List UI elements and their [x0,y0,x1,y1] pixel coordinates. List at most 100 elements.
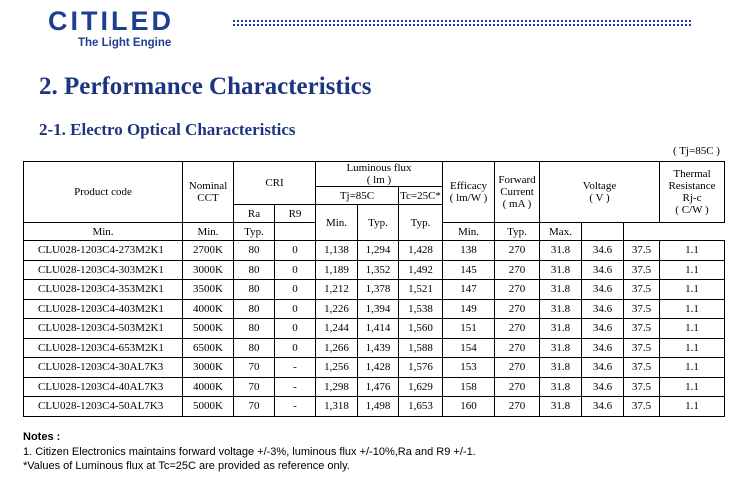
product-code-cell: CLU028-1203C4-403M2K1 [23,298,183,319]
table-cell: 270 [494,259,540,280]
brand-tagline: The Light Engine [78,37,172,49]
table-cell: 1,298 [315,376,358,397]
table-cell: 158 [442,376,495,397]
table-cell: 1,414 [357,318,399,339]
table-cell: 270 [494,279,540,300]
table-cell: 147 [442,279,495,300]
header-tj85: Tj=85C [315,186,399,205]
header-flux-typ: Typ. [357,204,399,241]
table-cell: 0 [274,259,316,280]
table-cell: 34.6 [581,240,624,261]
table-cell: - [274,357,316,378]
table-cell: 31.8 [539,318,582,339]
table-cell: 37.5 [623,318,660,339]
table-cell: 1,352 [357,259,399,280]
product-code-cell: CLU028-1203C4-653M2K1 [23,337,183,358]
table-cell: 1,394 [357,298,399,319]
product-code-cell: CLU028-1203C4-353M2K1 [23,279,183,300]
table-cell: 31.8 [539,396,582,417]
table-cell: 3000K [182,357,234,378]
table-cell: 0 [274,298,316,319]
header-voltage-max: Max. [539,222,582,241]
table-cell: 34.6 [581,357,624,378]
note-item: *Values of Luminous flux at Tc=25C are p… [23,460,350,472]
electro-optical-table: Product code Nominal CCT CRI Luminous fl… [23,161,725,417]
table-cell: 37.5 [623,376,660,397]
table-row: CLU028-1203C4-30AL7K3 3000K 70-1,256 1,428 1… [23,357,725,378]
table-cell: 37.5 [623,240,660,261]
table-cell: 153 [442,357,495,378]
table-row: CLU028-1203C4-40AL7K3 4000K 70-1,298 1,476 1… [23,376,725,397]
table-row: CLU028-1203C4-403M2K1 4000K 80 0 1,226 1,394 1… [23,298,725,319]
section-title: 2-1. Electro Optical Characteristics [39,120,296,139]
table-cell: 1,378 [357,279,399,300]
table-cell: 4000K [182,298,234,319]
table-cell: 1.1 [659,298,725,319]
header-flux-min: Min. [315,204,358,241]
condition-note: ( Tj=85C ) [673,145,720,157]
table-cell: 1,521 [398,279,443,300]
header-voltage: Voltage ( V ) [539,161,660,223]
table-cell: 1,439 [357,337,399,358]
dotted-header-rule [232,19,693,27]
table-cell: 1.1 [659,396,725,417]
header-forward-current: Forward Current ( mA ) [494,161,540,223]
table-cell: 1,266 [315,337,358,358]
table-cell: 34.6 [581,279,624,300]
brand-name: CITILED [48,6,174,36]
table-cell: 270 [494,357,540,378]
table-cell: 34.6 [581,337,624,358]
table-cell: 31.8 [539,279,582,300]
table-cell: 1,428 [398,240,443,261]
product-code-cell: CLU028-1203C4-273M2K1 [23,240,183,261]
table-cell: 138 [442,240,495,261]
table-cell: 70 [233,396,275,417]
table-cell: 37.5 [623,357,660,378]
table-cell: 3000K [182,259,234,280]
table-cell: 1,560 [398,318,443,339]
table-cell: 1,138 [315,240,358,261]
header-r9: R9 [274,204,316,223]
table-cell: 1,576 [398,357,443,378]
table-cell: 1,318 [315,396,358,417]
table-cell: 37.5 [623,259,660,280]
table-cell: 151 [442,318,495,339]
header-voltage-typ: Typ. [494,222,540,241]
table-cell: 1,629 [398,376,443,397]
header-tc25-typ: Typ. [398,204,443,241]
table-cell: 1,498 [357,396,399,417]
table-cell: 2700K [182,240,234,261]
table-cell: 31.8 [539,259,582,280]
header-nominal-cct: Nominal CCT [182,161,234,223]
product-code-cell: CLU028-1203C4-30AL7K3 [23,357,183,378]
table-cell: 3500K [182,279,234,300]
product-code-cell: CLU028-1203C4-40AL7K3 [23,376,183,397]
table-cell: 1.1 [659,357,725,378]
table-cell: 0 [274,240,316,261]
table-cell: 31.8 [539,298,582,319]
table-cell: 1.1 [659,337,725,358]
header-thermal-blank [581,222,624,241]
table-cell: 0 [274,318,316,339]
note-item: 1. Citizen Electronics maintains forward… [23,445,476,458]
table-cell: 1,538 [398,298,443,319]
table-cell: 4000K [182,376,234,397]
table-cell: 6500K [182,337,234,358]
header-tc25: Tc=25C* [398,186,443,205]
table-cell: 270 [494,337,540,358]
header-efficacy-typ: Typ. [233,222,275,241]
table-cell: 270 [494,298,540,319]
product-code-cell: CLU028-1203C4-303M2K1 [23,259,183,280]
table-cell: 1.1 [659,376,725,397]
table-cell: 34.6 [581,298,624,319]
table-cell: 31.8 [539,240,582,261]
table-cell: 270 [494,396,540,417]
table-cell: 1,588 [398,337,443,358]
table-cell: 1,189 [315,259,358,280]
product-code-cell: CLU028-1203C4-50AL7K3 [23,396,183,417]
table-cell: 270 [494,240,540,261]
table-cell: 1.1 [659,318,725,339]
table-row: CLU028-1203C4-653M2K1 6500K 80 0 1,266 1,439 1… [23,337,725,358]
header-product-code: Product code [23,161,183,223]
header-ra-min: Min. [23,222,183,241]
